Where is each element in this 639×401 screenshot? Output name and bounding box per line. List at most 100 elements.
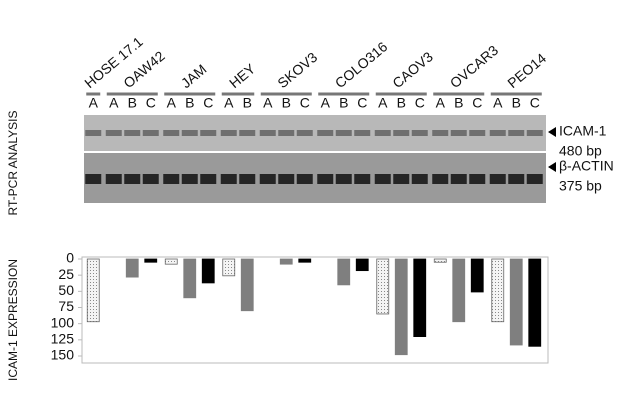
gel-band	[490, 130, 506, 136]
lane-label: B	[185, 95, 194, 111]
group-label: PEO14	[504, 50, 549, 91]
gel-band	[85, 174, 101, 184]
gel-band	[336, 174, 352, 184]
y-tick-label: 100	[51, 314, 75, 330]
gel-band	[527, 174, 543, 184]
gel-band	[393, 130, 409, 136]
gel-band	[143, 130, 159, 136]
group-label: CAOV3	[389, 48, 436, 91]
y-tick-label: 125	[51, 331, 75, 347]
gel-band	[393, 174, 409, 184]
y-axis-label: ICAM-1 EXPRESSION	[6, 259, 20, 381]
bar	[453, 259, 465, 322]
y-tick-label: 50	[58, 282, 74, 298]
bar	[145, 259, 157, 262]
gel-label: β-ACTIN	[559, 158, 614, 174]
gel-band	[297, 130, 313, 136]
gel-band	[451, 130, 467, 136]
gel-band	[124, 174, 140, 184]
gel-band	[297, 174, 313, 184]
lane-label: B	[128, 95, 137, 111]
gel-band	[412, 174, 428, 184]
bar	[492, 259, 504, 322]
gel-band	[490, 174, 506, 184]
lane-label: C	[472, 95, 482, 111]
lane-label: B	[397, 95, 406, 111]
bar	[165, 259, 177, 264]
lane-label: C	[300, 95, 310, 111]
gel-band	[451, 174, 467, 184]
gel-band	[260, 130, 276, 136]
gel-band	[182, 130, 198, 136]
bar	[280, 259, 292, 264]
bar	[202, 259, 214, 283]
lane-label: A	[224, 95, 234, 111]
gel-band	[260, 174, 276, 184]
lane-label: C	[146, 95, 156, 111]
gel-band	[317, 130, 333, 136]
lane-label: B	[282, 95, 291, 111]
gel-band	[182, 174, 198, 184]
lane-label: C	[530, 95, 540, 111]
bar	[395, 259, 407, 355]
gel-band	[106, 130, 122, 136]
bar	[87, 259, 99, 322]
lane-label: B	[243, 95, 252, 111]
y-tick-label: 150	[51, 347, 75, 363]
y-tick-label: 75	[58, 298, 74, 314]
gel-band	[163, 174, 179, 184]
lane-label: C	[203, 95, 213, 111]
gel-band	[469, 130, 485, 136]
group-label: HEY	[226, 60, 259, 91]
lane-label: A	[436, 95, 446, 111]
gel-band	[375, 174, 391, 184]
lane-label: C	[415, 95, 425, 111]
gel-band	[124, 130, 140, 136]
bar	[184, 259, 196, 298]
lane-label: C	[357, 95, 367, 111]
bar	[126, 259, 138, 277]
gel-band	[200, 174, 216, 184]
gel-band	[336, 130, 352, 136]
gel-band	[412, 130, 428, 136]
y-tick-label: 0	[66, 250, 74, 266]
bar	[299, 259, 311, 262]
gel-label: 375 bp	[559, 178, 602, 194]
arrow	[548, 162, 556, 172]
bar	[471, 259, 483, 292]
gel-band	[221, 130, 237, 136]
lane-label: A	[167, 95, 177, 111]
gel-label: 480 bp	[559, 143, 602, 159]
lane-label: B	[339, 95, 348, 111]
gel-band	[432, 130, 448, 136]
lane-label: A	[109, 95, 119, 111]
gel-band	[508, 130, 524, 136]
arrow	[548, 127, 556, 137]
lane-label: A	[263, 95, 273, 111]
gel-band	[508, 174, 524, 184]
group-label: JAM	[178, 61, 210, 91]
gel-band	[432, 174, 448, 184]
bar	[377, 259, 389, 314]
gel-band	[85, 130, 101, 136]
gel-band	[469, 174, 485, 184]
group-label: OVCAR3	[447, 42, 502, 91]
group-label: COLO316	[332, 38, 391, 91]
gel-label: ICAM-1	[559, 123, 607, 139]
bar	[510, 259, 522, 345]
gel-band	[375, 130, 391, 136]
group-label: SKOV3	[274, 49, 320, 91]
bar	[414, 259, 426, 337]
gel-band	[317, 174, 333, 184]
gel-band	[221, 174, 237, 184]
gel-band	[143, 174, 159, 184]
gel-band	[163, 130, 179, 136]
y-tick-label: 25	[58, 266, 74, 282]
bar	[338, 259, 350, 285]
lane-label: A	[378, 95, 388, 111]
lane-label: A	[321, 95, 331, 111]
gel-band	[200, 130, 216, 136]
gel-band	[354, 174, 370, 184]
bar	[241, 259, 253, 311]
side-label: RT-PCR ANALYSIS	[6, 111, 20, 216]
